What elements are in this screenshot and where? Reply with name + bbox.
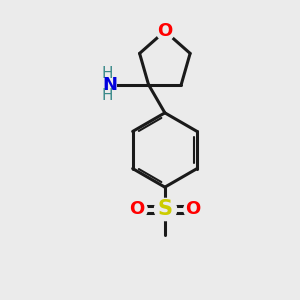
Text: O: O [157,22,172,40]
Text: O: O [185,200,201,218]
Text: H: H [102,66,113,81]
Text: O: O [129,200,144,218]
Text: H: H [102,88,113,104]
Text: S: S [158,200,172,219]
Text: N: N [102,76,117,94]
